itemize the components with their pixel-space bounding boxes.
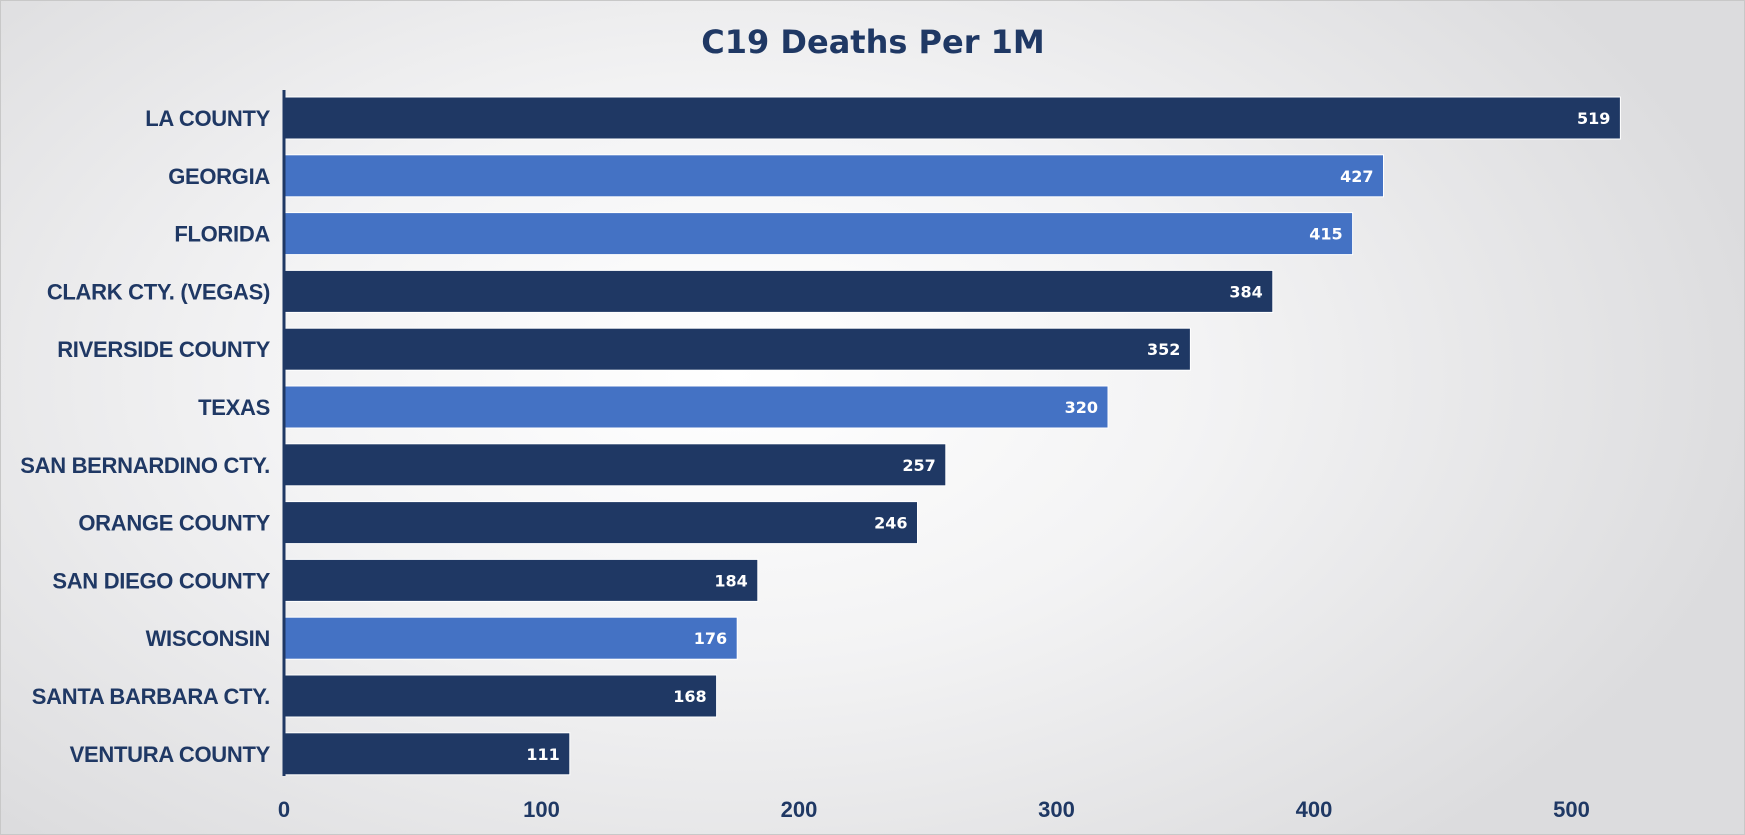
bar: [283, 558, 759, 602]
category-label: LA COUNTY: [145, 106, 270, 131]
bar: [283, 616, 738, 660]
category-label: SAN DIEGO COUNTY: [52, 568, 270, 593]
category-label: ORANGE COUNTY: [78, 511, 270, 536]
data-label: 168: [673, 687, 706, 706]
category-label: SAN BERNARDINO CTY.: [20, 453, 270, 478]
category-label: SANTA BARBARA CTY.: [32, 684, 270, 709]
chart-title: C19 Deaths Per 1M: [701, 23, 1044, 61]
category-label: FLORIDA: [174, 222, 270, 247]
x-axis-ticks: 0 100 200 300 400 500: [278, 797, 1590, 822]
data-label: 184: [714, 571, 747, 590]
x-tick-label: 100: [523, 797, 560, 822]
data-label: 257: [902, 456, 935, 475]
bar: [283, 501, 918, 545]
x-tick-label: 500: [1553, 797, 1590, 822]
bar: [283, 327, 1191, 371]
bar: [283, 154, 1384, 198]
category-label: GEORGIA: [168, 164, 270, 189]
category-label: CLARK CTY. (VEGAS): [47, 279, 270, 304]
value-labels: 519 427 415 384 352 320 257 246 184 176 168 111: [526, 109, 1610, 764]
category-label: VENTURA COUNTY: [70, 742, 271, 767]
category-labels: LA COUNTY GEORGIA FLORIDA CLARK CTY. (VEGAS…: [20, 106, 271, 767]
bar: [283, 443, 947, 487]
data-label: 176: [694, 629, 727, 648]
category-label: RIVERSIDE COUNTY: [57, 337, 270, 362]
data-label: 246: [874, 514, 907, 533]
data-label: 320: [1065, 398, 1098, 417]
x-tick-label: 0: [278, 797, 290, 822]
data-label: 415: [1309, 225, 1342, 244]
bar: [283, 385, 1109, 429]
data-label: 384: [1229, 282, 1262, 301]
data-label: 519: [1577, 109, 1610, 128]
bar: [283, 732, 571, 776]
x-tick-label: 400: [1296, 797, 1333, 822]
category-label: TEXAS: [198, 395, 270, 420]
bar: [283, 269, 1274, 313]
x-tick-label: 300: [1038, 797, 1075, 822]
data-label: 427: [1340, 167, 1373, 186]
category-label: WISCONSIN: [146, 626, 270, 651]
data-label: 352: [1147, 340, 1180, 359]
x-tick-label: 200: [781, 797, 818, 822]
bar: [283, 212, 1354, 256]
bar: [283, 674, 718, 718]
bar: [283, 96, 1621, 140]
bars-group: [283, 96, 1621, 776]
data-label: 111: [526, 745, 559, 764]
